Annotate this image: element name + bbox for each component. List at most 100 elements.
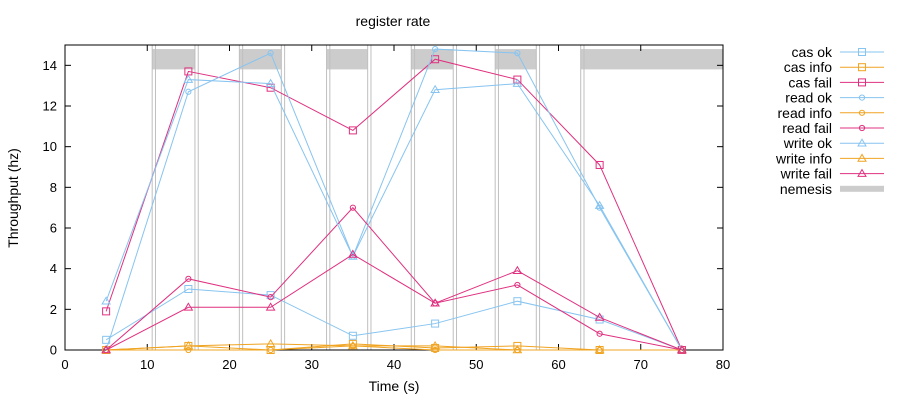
y-tick-label: 10 — [43, 139, 57, 154]
x-axis-label: Time (s) — [369, 378, 420, 394]
chart-title: register rate — [356, 13, 431, 29]
series-line — [106, 343, 682, 351]
data-point — [432, 346, 439, 354]
legend-item-write-ok: write ok — [783, 135, 884, 151]
data-point — [348, 249, 358, 258]
data-point — [348, 340, 358, 350]
legend-label: nemesis — [780, 181, 832, 197]
legend-swatch-marker — [858, 124, 866, 132]
legend-item-cas-fail: cas fail — [788, 74, 884, 90]
nemesis-band-4 — [495, 49, 537, 70]
data-point — [513, 75, 522, 84]
data-point — [348, 339, 357, 348]
x-tick-label: 80 — [716, 357, 730, 372]
nemesis-band-3 — [411, 49, 454, 70]
data-point — [267, 294, 274, 301]
y-tick-label: 14 — [43, 58, 57, 73]
data-point — [183, 74, 194, 83]
data-point — [265, 338, 276, 348]
nemesis-band-5 — [580, 49, 723, 70]
data-point — [183, 340, 194, 350]
legend-swatch-marker — [857, 168, 867, 177]
legend-item-read-ok: read ok — [785, 90, 884, 106]
data-point — [185, 275, 192, 282]
data-point — [348, 331, 357, 340]
data-point — [513, 297, 522, 306]
data-point — [594, 312, 605, 321]
data-point — [512, 265, 523, 274]
data-point — [348, 126, 357, 135]
data-point — [594, 345, 605, 354]
axes-layer: 0 10 20 30 40 50 60 70 80 0 2 4 6 8 10 12 14 — [43, 44, 730, 372]
x-tick-label: 40 — [387, 357, 401, 372]
series-write-ok — [101, 74, 687, 354]
data-point — [267, 346, 274, 354]
data-point — [101, 296, 111, 305]
y-tick-label: 12 — [43, 99, 57, 114]
legend-label: read fail — [782, 120, 832, 136]
legend-label: read info — [778, 105, 833, 121]
nemesis-band-0 — [152, 49, 195, 70]
series-line — [105, 253, 683, 351]
legend-swatch-marker — [857, 138, 867, 147]
legend-label: cas ok — [792, 44, 833, 60]
legend-item-nemesis: nemesis — [780, 181, 884, 197]
y-tick-label: 0 — [50, 343, 57, 358]
series-line — [105, 79, 683, 351]
legend-swatch-marker — [858, 63, 866, 72]
data-point — [430, 298, 440, 307]
legend-label: write fail — [780, 166, 832, 182]
data-point — [513, 341, 522, 350]
legend-item-cas-ok: cas ok — [792, 44, 884, 60]
legend-label: write info — [775, 150, 832, 166]
y-tick-label: 6 — [50, 221, 57, 236]
legend-label: cas info — [784, 59, 832, 75]
series-write-fail — [101, 249, 687, 354]
data-point — [430, 84, 440, 94]
data-point — [430, 340, 440, 350]
series-line — [105, 58, 683, 351]
legend-swatch-marker — [857, 153, 867, 162]
legend-item-cas-info: cas info — [784, 59, 884, 75]
legend-label: write ok — [783, 135, 833, 151]
series-line — [105, 288, 683, 351]
legend-item-read-fail: read fail — [782, 120, 884, 136]
legend-swatch-marker — [858, 109, 866, 116]
y-tick-label: 4 — [50, 261, 57, 276]
x-tick-label: 60 — [551, 357, 565, 372]
series-cas-fail — [102, 55, 686, 354]
legend-swatch-band — [840, 185, 884, 192]
data-point — [431, 319, 440, 328]
data-point — [594, 200, 605, 209]
x-tick-label: 0 — [61, 357, 68, 372]
data-point — [265, 302, 276, 311]
series-cas-ok — [102, 285, 686, 354]
data-point — [349, 204, 356, 211]
data-point — [184, 285, 193, 293]
data-point — [512, 345, 523, 354]
data-point — [677, 345, 687, 354]
x-tick-label: 70 — [634, 357, 648, 372]
data-point — [596, 330, 603, 337]
legend-swatch-marker — [858, 48, 866, 56]
nemesis-band-2 — [326, 49, 368, 70]
legend-item-read-info: read info — [778, 105, 884, 121]
data-point — [266, 291, 275, 300]
data-point — [595, 160, 604, 169]
y-tick-label: 8 — [50, 180, 57, 195]
data-point — [514, 50, 521, 57]
legend-item-write-info: write info — [775, 150, 884, 166]
y-axis-label: Throughput (hz) — [5, 148, 21, 248]
data-point — [101, 345, 111, 354]
x-tick-label: 30 — [305, 357, 319, 372]
series-line — [105, 48, 683, 351]
data-point — [512, 78, 523, 87]
legend-item-write-fail: write fail — [780, 166, 884, 182]
legend-label: read ok — [785, 90, 833, 106]
data-point — [265, 78, 276, 87]
legend-label: cas fail — [788, 74, 832, 90]
data-point — [183, 302, 194, 311]
x-tick-label: 50 — [469, 357, 483, 372]
